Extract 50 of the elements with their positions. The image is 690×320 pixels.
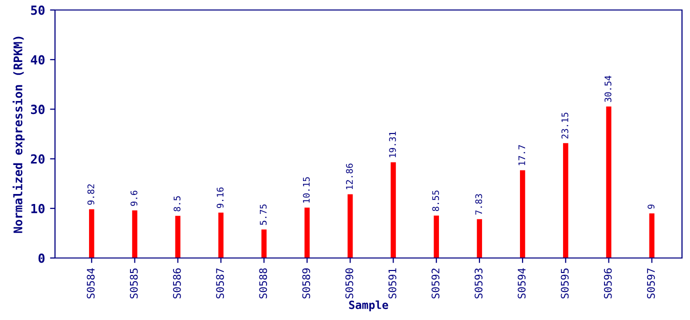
data-label: 9.16 xyxy=(216,187,224,208)
data-label: 9.82 xyxy=(87,184,94,205)
x-tick-label: S0596 xyxy=(604,268,612,298)
data-label: 30.54 xyxy=(604,76,612,102)
bar xyxy=(563,143,568,258)
x-tick-label: S0589 xyxy=(302,268,310,298)
bar xyxy=(476,219,482,258)
x-tick-label: S0584 xyxy=(86,268,95,298)
bar xyxy=(390,162,396,258)
data-label: 7.83 xyxy=(475,194,482,215)
y-tick-label: 40 xyxy=(30,55,45,65)
x-tick-label: S0590 xyxy=(345,268,354,298)
bar xyxy=(606,106,612,258)
data-label: 23.15 xyxy=(561,112,568,139)
x-tick-label: S0591 xyxy=(388,268,396,298)
data-label: 17.7 xyxy=(518,145,526,166)
bar xyxy=(304,208,310,258)
data-label: 5.75 xyxy=(260,204,267,225)
y-tick-label: 50 xyxy=(31,5,45,15)
x-tick-label: S0588 xyxy=(259,268,268,298)
y-tick-label: 20 xyxy=(30,154,45,164)
y-axis-title: Normalized expression (RPKM) xyxy=(12,36,25,233)
data-label: 19.31 xyxy=(389,132,396,158)
bar xyxy=(261,229,267,258)
bar xyxy=(649,213,654,258)
y-tick-label: 0 xyxy=(38,253,45,263)
bar xyxy=(520,170,526,258)
y-tick-label: 30 xyxy=(30,104,45,114)
x-axis-title: Sample xyxy=(349,300,388,312)
x-tick-label: S0597 xyxy=(647,268,655,298)
x-tick-label: S0585 xyxy=(130,268,138,298)
x-tick-label: S0587 xyxy=(216,268,224,298)
data-label: 9.6 xyxy=(130,190,138,206)
bar xyxy=(434,216,439,258)
bar xyxy=(175,216,180,258)
data-label: 8.55 xyxy=(432,190,440,212)
bar xyxy=(218,212,224,258)
bar xyxy=(348,194,353,258)
x-tick-label: S0593 xyxy=(474,268,483,298)
bar xyxy=(132,210,138,258)
data-label: 9 xyxy=(648,204,654,209)
x-tick-label: S0586 xyxy=(172,268,181,298)
bar xyxy=(89,209,94,258)
x-tick-label: S0595 xyxy=(560,268,569,298)
data-label: 8.5 xyxy=(174,196,180,212)
data-label: 10.15 xyxy=(302,177,310,203)
x-tick-label: S0594 xyxy=(518,268,526,298)
y-tick-label: 10 xyxy=(31,204,45,214)
x-tick-label: S0592 xyxy=(432,268,440,298)
data-label: 12.86 xyxy=(346,164,353,190)
